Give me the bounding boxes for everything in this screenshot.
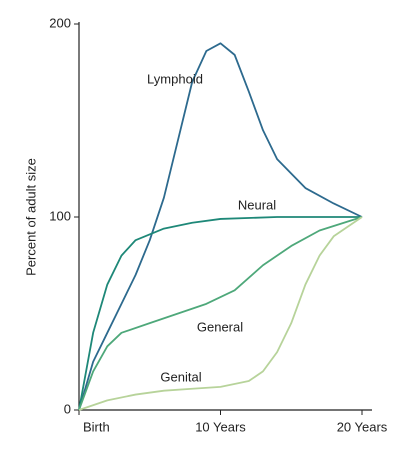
series-label: Neural (238, 197, 276, 212)
x-tick-label: 10 Years (195, 419, 246, 434)
y-axis-label: Percent of adult size (23, 158, 38, 276)
x-tick-label: Birth (83, 419, 110, 434)
x-tick-label: 20 Years (337, 419, 388, 434)
series-label: General (197, 319, 243, 334)
series-line (78, 216, 363, 411)
series-line (78, 216, 363, 411)
y-tick-label: 100 (49, 208, 71, 223)
y-tick-label: 200 (49, 15, 71, 30)
series-label: Lymphoid (147, 71, 203, 86)
series-line (78, 42, 363, 411)
series-label: Genital (160, 369, 201, 384)
y-tick-label: 0 (64, 401, 71, 416)
series-line (78, 216, 362, 411)
